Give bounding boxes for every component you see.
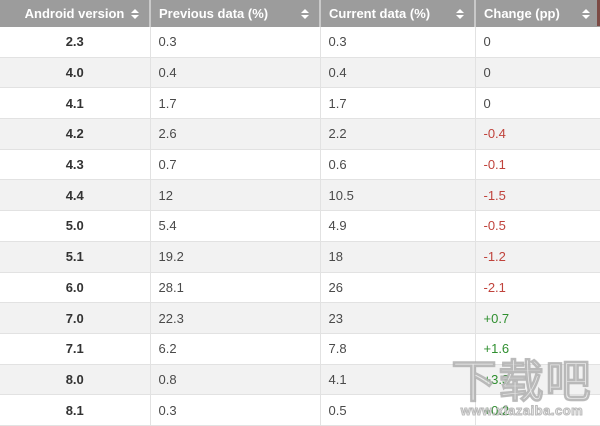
change-cell: +0.7 [474, 302, 600, 334]
change-cell: -1.2 [474, 241, 600, 273]
header-label: Android version [24, 6, 125, 21]
change-cell: 0 [474, 87, 600, 120]
version-cell: 2.3 [0, 27, 150, 58]
table-row: 6.0 28.1 26 -2.1 [0, 272, 600, 304]
version-cell: 4.2 [0, 118, 150, 150]
table-row: 5.1 19.2 18 -1.2 [0, 241, 600, 273]
previous-cell: 0.3 [149, 27, 320, 58]
version-cell: 4.3 [0, 149, 150, 181]
current-cell: 0.4 [319, 57, 475, 89]
change-cell: 0 [474, 27, 600, 58]
change-cell: -2.1 [474, 272, 600, 304]
change-cell: -0.1 [474, 149, 600, 181]
previous-cell: 2.6 [149, 118, 320, 150]
previous-cell: 0.8 [149, 364, 320, 396]
version-cell: 5.1 [0, 241, 150, 273]
previous-cell: 28.1 [149, 272, 320, 304]
current-cell: 1.7 [319, 87, 475, 120]
current-cell: 23 [319, 302, 475, 334]
sort-icon[interactable] [456, 8, 464, 19]
previous-cell: 6.2 [149, 333, 320, 365]
table-row: 4.2 2.6 2.2 -0.4 [0, 118, 600, 150]
change-cell: +0.2 [474, 394, 600, 426]
version-cell: 7.0 [0, 302, 150, 334]
header-label: Current data (%) [329, 6, 431, 21]
version-cell: 5.0 [0, 210, 150, 242]
table-row: 4.1 1.7 1.7 0 [0, 87, 600, 120]
current-cell: 10.5 [319, 179, 475, 212]
current-cell: 0.6 [319, 149, 475, 181]
version-cell: 4.4 [0, 179, 150, 212]
current-cell: 7.8 [319, 333, 475, 365]
change-cell: 0 [474, 57, 600, 89]
current-cell: 0.5 [319, 394, 475, 426]
change-cell: +1.6 [474, 333, 600, 365]
version-cell: 6.0 [0, 272, 150, 304]
table-row: 4.4 12 10.5 -1.5 [0, 179, 600, 212]
scrollbar-thumb[interactable] [597, 0, 600, 26]
previous-cell: 1.7 [149, 87, 320, 120]
version-cell: 4.1 [0, 87, 150, 120]
current-cell: 26 [319, 272, 475, 304]
table-header: Android version Previous data (%) Curren… [0, 0, 600, 27]
header-cell-previous-data[interactable]: Previous data (%) [149, 0, 320, 27]
version-cell: 4.0 [0, 57, 150, 89]
current-cell: 0.3 [319, 27, 475, 58]
change-cell: +3.3 [474, 364, 600, 396]
header-label: Change (pp) [484, 6, 560, 21]
table-row: 4.0 0.4 0.4 0 [0, 57, 600, 89]
table-row: 7.1 6.2 7.8 +1.6 [0, 333, 600, 365]
change-cell: -0.4 [474, 118, 600, 150]
header-label: Previous data (%) [159, 6, 269, 21]
previous-cell: 0.3 [149, 394, 320, 426]
previous-cell: 22.3 [149, 302, 320, 334]
table-row: 4.3 0.7 0.6 -0.1 [0, 149, 600, 181]
change-cell: -1.5 [474, 179, 600, 212]
sort-icon[interactable] [131, 8, 139, 19]
current-cell: 4.9 [319, 210, 475, 242]
header-cell-current-data[interactable]: Current data (%) [319, 0, 475, 27]
version-cell: 7.1 [0, 333, 150, 365]
current-cell: 18 [319, 241, 475, 273]
current-cell: 4.1 [319, 364, 475, 396]
header-cell-change[interactable]: Change (pp) [474, 0, 600, 27]
version-cell: 8.0 [0, 364, 150, 396]
table-row: 8.1 0.3 0.5 +0.2 [0, 394, 600, 426]
previous-cell: 0.7 [149, 149, 320, 181]
previous-cell: 19.2 [149, 241, 320, 273]
table-row: 5.0 5.4 4.9 -0.5 [0, 210, 600, 242]
sort-icon[interactable] [582, 8, 590, 19]
table-row: 8.0 0.8 4.1 +3.3 [0, 364, 600, 396]
table-body: 2.3 0.3 0.3 0 4.0 0.4 0.4 0 4.1 1.7 1.7 … [0, 27, 600, 426]
current-cell: 2.2 [319, 118, 475, 150]
table-row: 2.3 0.3 0.3 0 [0, 27, 600, 58]
header-cell-android-version[interactable]: Android version [0, 0, 150, 27]
change-cell: -0.5 [474, 210, 600, 242]
previous-cell: 0.4 [149, 57, 320, 89]
table-row: 7.0 22.3 23 +0.7 [0, 302, 600, 334]
version-cell: 8.1 [0, 394, 150, 426]
sort-icon[interactable] [301, 8, 309, 19]
previous-cell: 5.4 [149, 210, 320, 242]
previous-cell: 12 [149, 179, 320, 212]
